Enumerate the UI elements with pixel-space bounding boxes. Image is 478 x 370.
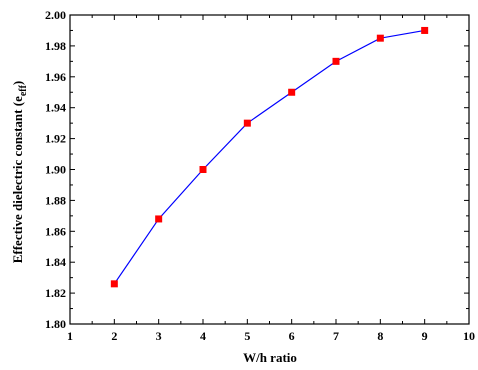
data-point bbox=[199, 166, 207, 173]
y-tick-label: 1.98 bbox=[45, 39, 66, 53]
y-tick-label: 1.86 bbox=[45, 224, 66, 238]
x-tick-label: 8 bbox=[377, 329, 383, 343]
plot-frame bbox=[69, 14, 470, 325]
series-line-group bbox=[113, 29, 425, 285]
y-axis-ticks: 1.80 1.82 1.84 1.86 1.88 1.90 1.92 1.94 1.96 1.98… bbox=[45, 8, 469, 331]
y-tick-label: 2.00 bbox=[45, 8, 66, 22]
data-point bbox=[332, 57, 340, 65]
data-point bbox=[421, 26, 429, 34]
x-axis-title: W/h ratio bbox=[243, 350, 297, 365]
x-tick-label: 1 bbox=[67, 329, 73, 343]
x-tick-label: 4 bbox=[200, 329, 206, 343]
y-tick-label: 1.82 bbox=[45, 286, 66, 300]
y-tick-label: 1.80 bbox=[45, 317, 66, 331]
x-tick-label: 10 bbox=[463, 329, 475, 343]
data-point bbox=[155, 215, 163, 223]
series-points-group bbox=[110, 26, 429, 288]
x-tick-label: 6 bbox=[289, 329, 295, 343]
data-point bbox=[376, 34, 384, 42]
y-axis-title-subscript: eff bbox=[18, 84, 29, 96]
data-point bbox=[288, 88, 296, 96]
y-axis-title-close: ) bbox=[10, 81, 25, 85]
series-line bbox=[113, 29, 425, 285]
x-axis-ticks: 1 2 3 4 5 6 7 8 9 10 bbox=[67, 15, 475, 343]
y-axis-title: Effective dielectric constant (eeff) bbox=[10, 81, 29, 264]
y-tick-label: 1.88 bbox=[45, 193, 66, 207]
y-tick-label: 1.96 bbox=[45, 70, 66, 84]
y-tick-label: 1.90 bbox=[45, 163, 66, 177]
y-tick-label: 1.94 bbox=[45, 101, 66, 115]
x-tick-label: 5 bbox=[244, 329, 250, 343]
x-tick-label: 7 bbox=[333, 329, 339, 343]
x-tick-label: 2 bbox=[111, 329, 117, 343]
y-axis-title-main: Effective dielectric constant (e bbox=[10, 96, 25, 263]
data-point bbox=[110, 280, 118, 288]
x-tick-label: 3 bbox=[156, 329, 162, 343]
y-tick-label: 1.84 bbox=[45, 255, 66, 269]
plot-border bbox=[69, 14, 470, 325]
x-tick-label: 9 bbox=[422, 329, 428, 343]
y-tick-label: 1.92 bbox=[45, 132, 66, 146]
data-point bbox=[243, 119, 251, 127]
